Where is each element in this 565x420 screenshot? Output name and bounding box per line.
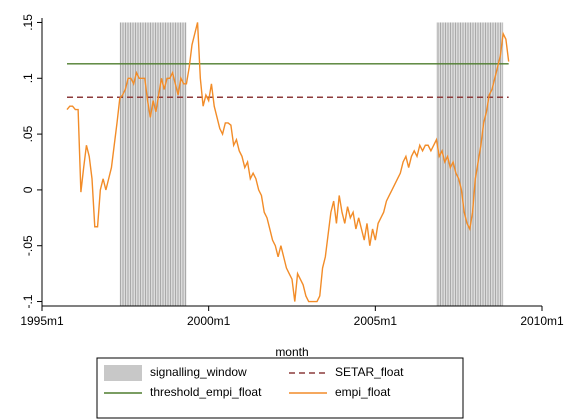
x-tick-label: 2005m1 [354,314,398,328]
x-tick-label: 2000m1 [187,314,231,328]
x-tick-label: 1995m1 [20,314,64,328]
y-tick-label: -.1 [21,294,35,308]
legend-swatch [104,365,142,381]
legend-label: empi_float [335,385,391,399]
x-axis-label: month [275,345,308,359]
legend-box [96,357,464,419]
y-tick-label: .05 [21,125,35,142]
legend-label: SETAR_float [335,365,404,379]
y-tick-label: 0 [21,186,35,193]
y-tick-label: .15 [21,14,35,31]
legend-label: signalling_window [150,365,247,379]
y-tick-label: -.05 [21,235,35,256]
y-tick-label: .1 [21,73,35,83]
signalling-window [436,22,504,306]
data-line [66,22,510,303]
signalling-window [119,22,187,306]
x-tick-label: 2010m1 [520,314,564,328]
legend-label: threshold_empi_float [150,385,262,399]
